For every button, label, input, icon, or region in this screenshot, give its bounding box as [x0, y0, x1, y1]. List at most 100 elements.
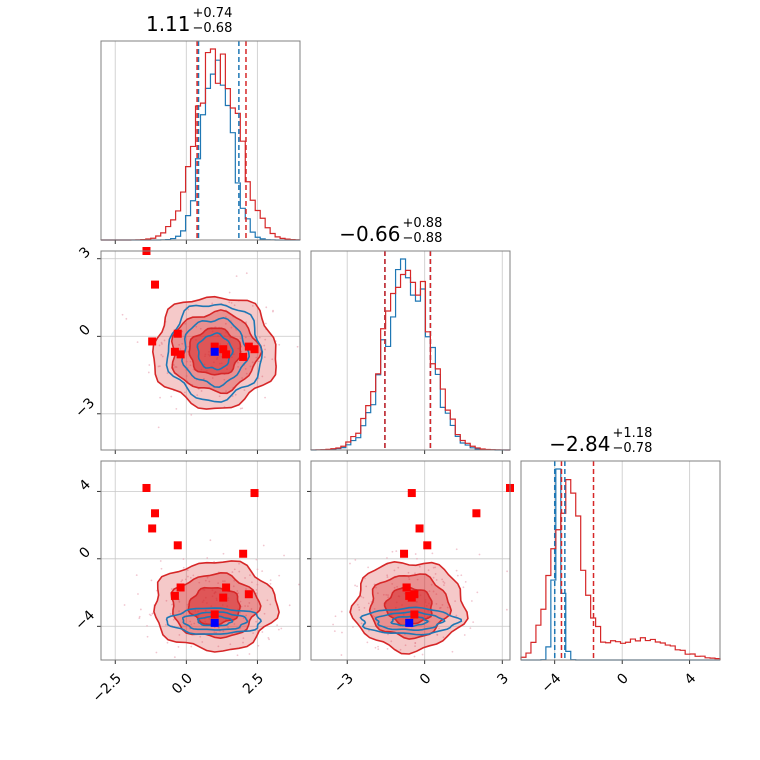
sample-point	[354, 559, 357, 561]
marker-red	[400, 549, 409, 558]
sample-point	[263, 612, 266, 615]
sample-point	[239, 407, 242, 410]
sample-point	[358, 606, 360, 609]
sample-point	[137, 593, 139, 595]
contour-blue	[196, 332, 234, 371]
sample-point	[378, 670, 380, 672]
sample-point	[165, 599, 168, 602]
sample-point	[178, 633, 181, 636]
sample-point	[69, 336, 71, 338]
sample-point	[462, 586, 465, 589]
sample-point	[171, 603, 173, 606]
sample-point	[147, 371, 150, 374]
y-tick-label: 0	[76, 322, 94, 340]
sample-point	[397, 566, 400, 569]
sample-point	[435, 579, 438, 581]
sample-point	[249, 574, 251, 577]
sample-point	[239, 600, 242, 603]
sample-point	[414, 645, 416, 648]
sample-point	[442, 636, 445, 639]
sample-point	[239, 611, 241, 614]
sample-point	[354, 584, 356, 587]
panel-frame	[310, 250, 511, 451]
sample-point	[184, 391, 186, 394]
sample-point	[257, 644, 260, 647]
sample-point	[181, 342, 184, 345]
sample-point	[187, 665, 189, 667]
sample-point	[332, 623, 334, 626]
sample-point	[432, 590, 435, 593]
sample-point	[160, 567, 163, 570]
sample-point	[269, 603, 272, 606]
sample-point	[363, 606, 366, 609]
sample-point	[264, 322, 267, 325]
panel-title: −2.84 +1.18−0.78	[549, 426, 652, 456]
sample-point	[358, 609, 361, 611]
sample-point	[442, 580, 445, 583]
sample-point	[296, 345, 299, 348]
sample-point	[340, 610, 343, 613]
contour-blue	[165, 303, 264, 403]
sample-point	[189, 576, 192, 579]
sample-point	[224, 322, 227, 325]
sample-point	[283, 554, 285, 557]
sample-point	[432, 576, 435, 579]
sample-point	[263, 344, 266, 347]
marker-blue	[210, 347, 219, 356]
sample-point	[252, 632, 255, 635]
sample-point	[161, 343, 163, 345]
marker-red	[250, 345, 259, 354]
sample-point	[201, 641, 204, 643]
sample-point	[227, 626, 229, 629]
sample-point	[165, 624, 167, 626]
sample-point	[386, 648, 389, 650]
sample-point	[233, 568, 236, 571]
sample-point	[187, 308, 190, 311]
sample-point	[198, 581, 201, 584]
sample-point	[160, 354, 163, 356]
sample-point	[288, 604, 291, 607]
sample-point	[148, 613, 151, 616]
contour-blue	[181, 316, 251, 389]
panel-frame	[100, 250, 301, 451]
marker-red	[407, 593, 416, 602]
sample-point	[407, 576, 410, 579]
sample-point	[239, 337, 242, 340]
sample-point	[228, 291, 231, 294]
sample-point	[366, 641, 369, 644]
panel-title: 1.11 +0.74−0.68	[146, 6, 232, 36]
sample-point	[399, 648, 402, 651]
sample-point	[223, 580, 226, 583]
marker-red	[410, 610, 419, 619]
sample-point	[222, 580, 224, 583]
sample-point	[186, 603, 189, 606]
sample-point	[148, 364, 151, 366]
y-tick-label: −3	[72, 395, 98, 421]
sample-point	[218, 395, 221, 398]
sample-point	[264, 338, 267, 341]
sample-point	[261, 631, 264, 633]
sample-point	[298, 583, 300, 586]
sample-point	[416, 557, 418, 560]
sample-point	[231, 395, 234, 398]
sample-point	[248, 653, 251, 655]
panel-frame	[520, 460, 721, 661]
sample-point	[248, 602, 251, 604]
sample-point	[233, 623, 236, 625]
sample-point	[209, 539, 212, 542]
title-plus: +0.88	[403, 216, 443, 231]
histogram-blue	[101, 59, 300, 241]
sample-point	[161, 355, 164, 358]
title-value: −0.66	[339, 222, 400, 246]
x-tick-label: 0	[614, 670, 632, 688]
sample-point	[434, 566, 437, 569]
marker-layer	[142, 247, 514, 627]
x-tick-label: −2.5	[90, 670, 125, 705]
sample-point	[179, 348, 182, 350]
sample-point	[249, 365, 252, 368]
sample-point	[360, 622, 363, 625]
sample-point	[228, 301, 231, 304]
sample-point	[373, 607, 376, 610]
sample-point	[121, 313, 124, 316]
title-minus: −0.68	[193, 21, 233, 36]
